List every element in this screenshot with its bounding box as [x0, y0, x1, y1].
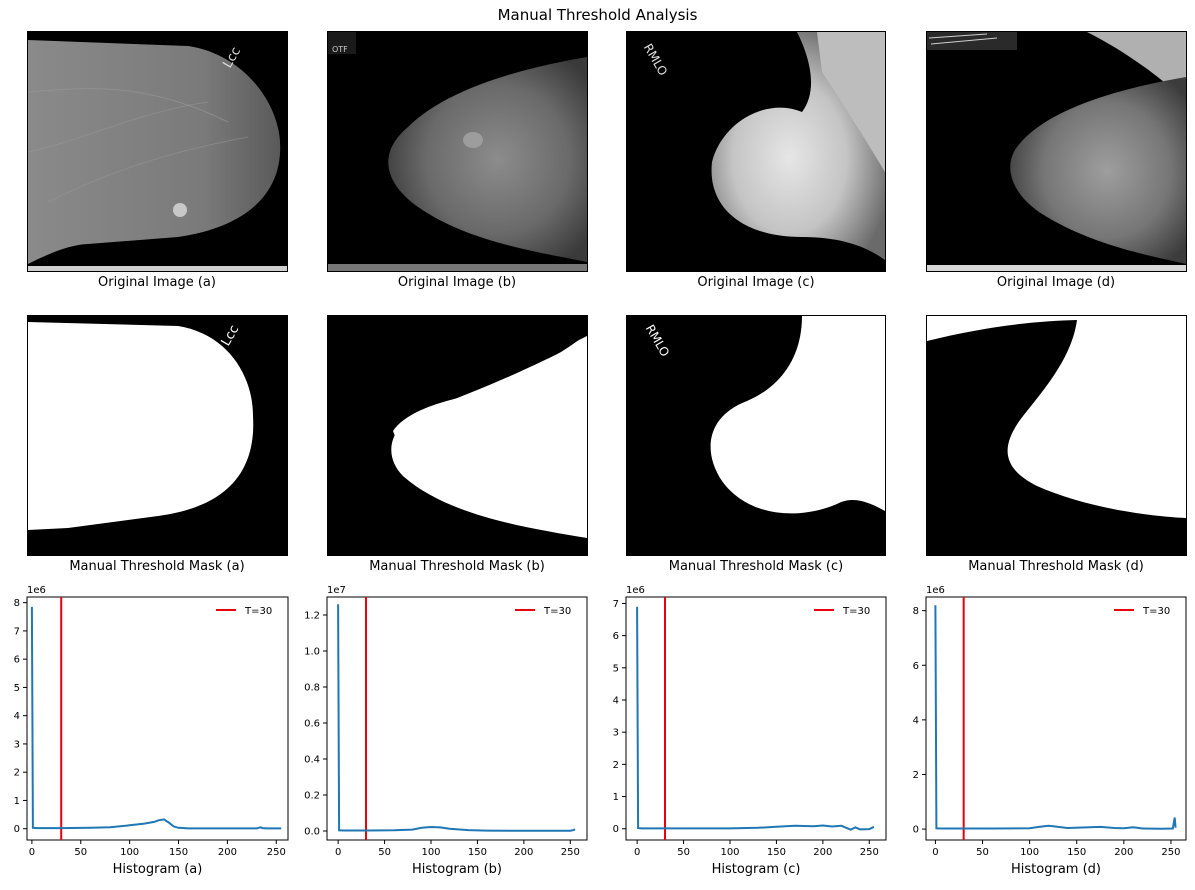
image-marker-b: OTF [332, 45, 348, 54]
y-tick-label: 1.0 [304, 647, 320, 658]
histogram-line [337, 604, 576, 832]
plot-frame [326, 596, 588, 841]
histogram-chart-a: 0 50 100 150 200 250 0 1 2 3 4 5 6 7 8 1e6 Histogram (a)… [0, 585, 298, 885]
plot-frame [625, 596, 887, 841]
y-scale-label: 1e6 [926, 585, 945, 596]
x-tick-label: 100 [720, 847, 739, 858]
caption-mask-d: Manual Threshold Mask (d) [968, 559, 1144, 574]
y-tick-label: 0.2 [304, 791, 320, 802]
threshold-mask-d [926, 315, 1187, 556]
y-tick-label: 8 [913, 606, 919, 617]
y-tick-label: 6 [913, 661, 919, 672]
x-tick-label: 100 [1020, 847, 1039, 858]
x-tick-label: 200 [813, 847, 832, 858]
y-tick-label: 5 [14, 683, 20, 694]
y-tick-label: 2 [913, 770, 919, 781]
x-tick-label: 50 [677, 847, 690, 858]
y-scale-label: 1e6 [27, 585, 46, 596]
x-axis-label: Histogram (b) [412, 862, 502, 877]
y-tick-label: 0.0 [304, 827, 320, 838]
y-tick-label: 5 [613, 663, 619, 674]
histogram-chart-d: 0 50 100 150 200 250 0 2 4 6 8 1e6 Histogram (d) T=30 [896, 585, 1195, 885]
caption-mask-c: Manual Threshold Mask (c) [668, 559, 844, 574]
x-tick-label: 150 [767, 847, 786, 858]
x-tick-label: 150 [468, 847, 487, 858]
y-tick-label: 2 [613, 760, 619, 771]
histogram-line [30, 606, 282, 830]
original-image-b: OTF [327, 31, 588, 272]
histogram-svg: 0 50 100 150 200 250 0.0 0.2 0.4 0.6 0.8 1.0 1.2 1e7 H… [304, 585, 588, 877]
caption-original-d: Original Image (d) [996, 275, 1116, 290]
y-tick-label: 8 [14, 598, 20, 609]
x-tick-label: 0 [932, 847, 938, 858]
x-tick-label: 200 [514, 847, 533, 858]
threshold-mask-a: Lcc [27, 315, 288, 556]
figure-title: Manual Threshold Analysis [497, 6, 698, 24]
y-tick-label: 4 [913, 715, 919, 726]
y-tick-label: 6 [14, 655, 20, 666]
x-tick-label: 200 [218, 847, 237, 858]
caption-original-c: Original Image (c) [697, 275, 815, 290]
legend-label: T=30 [244, 606, 272, 617]
y-tick-label: 0.8 [304, 683, 320, 694]
x-tick-label: 0 [29, 847, 35, 858]
y-scale-label: 1e7 [327, 585, 346, 596]
original-image-c: RMLO [626, 31, 886, 272]
y-tick-label: 7 [14, 626, 20, 637]
y-tick-label: 0.4 [304, 755, 320, 766]
x-tick-label: 50 [378, 847, 391, 858]
y-tick-label: 6 [613, 631, 619, 642]
y-tick-label: 4 [613, 695, 619, 706]
plot-frame [925, 596, 1187, 841]
y-tick-label: 1 [14, 796, 20, 807]
x-tick-label: 150 [169, 847, 188, 858]
caption-original-b: Original Image (b) [397, 275, 517, 290]
original-image-a: Lcc [27, 31, 288, 272]
x-tick-label: 50 [74, 847, 87, 858]
y-tick-label: 2 [14, 768, 20, 779]
histogram-svg: 0 50 100 150 200 250 0 1 2 3 4 5 6 7 1e6 Histogram (c) T… [613, 585, 887, 877]
x-tick-label: 100 [421, 847, 440, 858]
threshold-mask-c: RMLO [626, 315, 886, 556]
y-tick-label: 1 [613, 792, 619, 803]
x-tick-label: 0 [634, 847, 640, 858]
original-image-d [926, 31, 1187, 272]
x-tick-label: 150 [1067, 847, 1086, 858]
plot-frame [26, 596, 289, 841]
histogram-line [636, 606, 875, 831]
y-tick-label: 0 [14, 824, 20, 835]
legend-label: T=30 [543, 606, 571, 617]
histogram-chart-b: 0 50 100 150 200 250 0.0 0.2 0.4 0.6 0.8 1.0 1.2 1e7 H… [298, 585, 598, 885]
y-tick-label: 4 [14, 711, 20, 722]
histogram-svg: 0 50 100 150 200 250 0 2 4 6 8 1e6 Histogram (d) T=30 [913, 585, 1187, 877]
y-scale-label: 1e6 [626, 585, 645, 596]
y-tick-label: 0.6 [304, 719, 320, 730]
x-axis-label: Histogram (a) [113, 862, 203, 877]
histogram-svg: 0 50 100 150 200 250 0 1 2 3 4 5 6 7 8 1e6 Histogram (a)… [14, 585, 289, 877]
x-tick-label: 250 [860, 847, 879, 858]
x-tick-label: 250 [1161, 847, 1180, 858]
legend-label: T=30 [1142, 606, 1170, 617]
x-tick-label: 250 [267, 847, 286, 858]
y-tick-label: 0 [613, 824, 619, 835]
x-tick-label: 250 [561, 847, 580, 858]
caption-mask-b: Manual Threshold Mask (b) [369, 559, 545, 574]
y-tick-label: 0 [913, 825, 919, 836]
x-axis-label: Histogram (d) [1011, 862, 1101, 877]
y-tick-label: 1.2 [304, 611, 320, 622]
y-tick-label: 7 [613, 599, 619, 610]
x-tick-label: 100 [120, 847, 139, 858]
y-tick-label: 3 [613, 728, 619, 739]
histogram-chart-c: 0 50 100 150 200 250 0 1 2 3 4 5 6 7 1e6 Histogram (c) T… [598, 585, 896, 885]
x-tick-label: 50 [976, 847, 989, 858]
histogram-line [934, 605, 1177, 830]
caption-mask-a: Manual Threshold Mask (a) [69, 559, 245, 574]
x-tick-label: 0 [335, 847, 341, 858]
threshold-mask-b [327, 315, 588, 556]
legend-label: T=30 [842, 606, 870, 617]
caption-original-a: Original Image (a) [98, 275, 216, 290]
x-axis-label: Histogram (c) [712, 862, 801, 877]
y-tick-label: 3 [14, 739, 20, 750]
x-tick-label: 200 [1114, 847, 1133, 858]
